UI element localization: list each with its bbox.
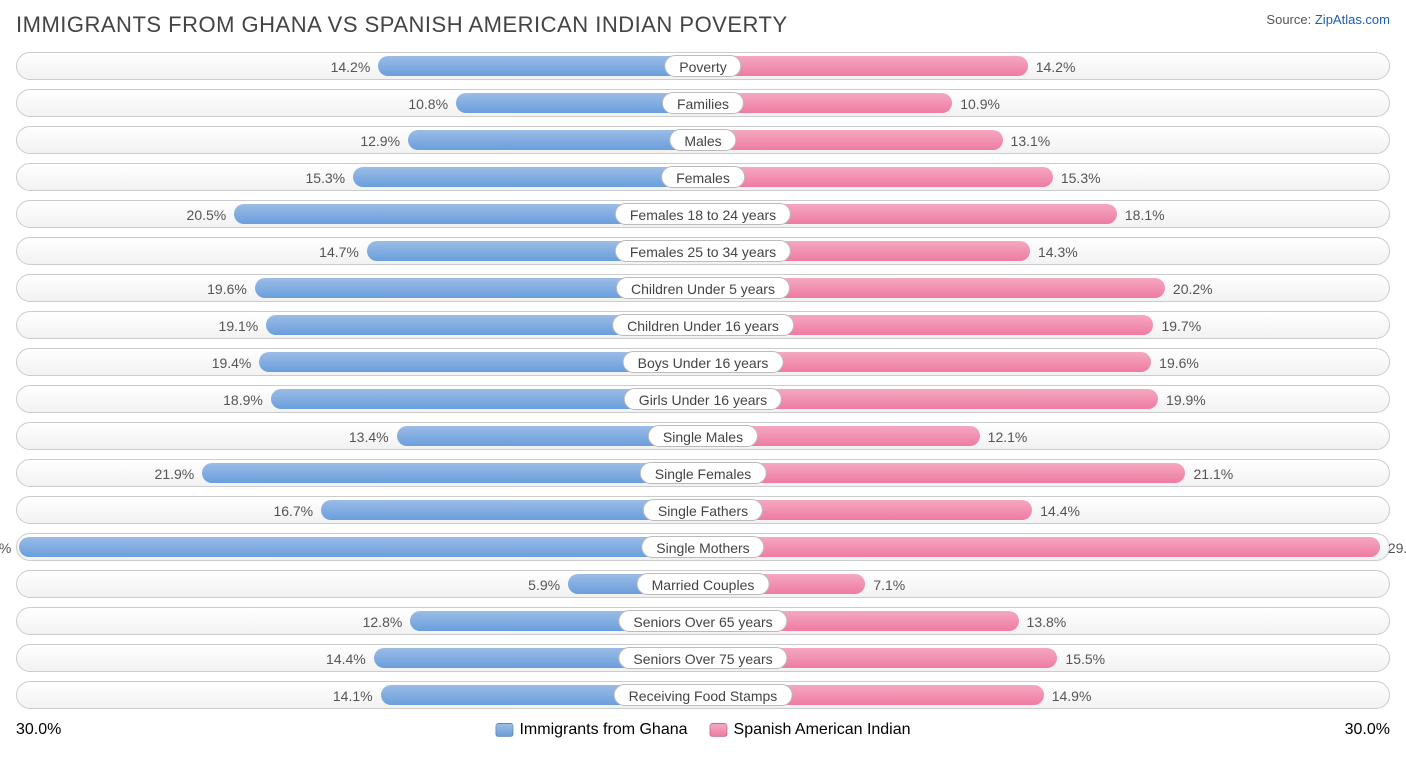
chart-row: 19.6% 20.2% Children Under 5 years: [16, 274, 1390, 302]
value-label-left: 15.3%: [305, 164, 345, 192]
category-label: Males: [669, 129, 736, 151]
value-label-right: 19.7%: [1161, 312, 1201, 340]
chart-row: 15.3% 15.3% Females: [16, 163, 1390, 191]
chart-row: 13.4% 12.1% Single Males: [16, 422, 1390, 450]
value-label-left: 10.8%: [408, 90, 448, 118]
legend: Immigrants from Ghana Spanish American I…: [495, 721, 910, 739]
value-label-right: 19.9%: [1166, 386, 1206, 414]
value-label-right: 12.1%: [988, 423, 1028, 451]
legend-label-left: Immigrants from Ghana: [519, 721, 687, 739]
value-label-left: 29.9%: [0, 534, 11, 562]
value-label-right: 15.5%: [1065, 645, 1105, 673]
category-label: Children Under 5 years: [616, 277, 790, 299]
legend-swatch-left: [495, 723, 513, 737]
legend-label-right: Spanish American Indian: [734, 721, 911, 739]
bar-right: [703, 56, 1028, 76]
axis-max-left: 30.0%: [16, 721, 61, 739]
value-label-left: 21.9%: [155, 460, 195, 488]
category-label: Single Mothers: [641, 536, 764, 558]
category-label: Single Fathers: [643, 499, 763, 521]
value-label-right: 15.3%: [1061, 164, 1101, 192]
value-label-left: 12.8%: [363, 608, 403, 636]
bar-right: [703, 130, 1003, 150]
value-label-left: 12.9%: [360, 127, 400, 155]
value-label-right: 13.1%: [1011, 127, 1051, 155]
chart-row: 12.9% 13.1% Males: [16, 126, 1390, 154]
category-label: Females: [661, 166, 745, 188]
category-label: Families: [662, 92, 744, 114]
value-label-right: 14.2%: [1036, 53, 1076, 81]
value-label-left: 14.4%: [326, 645, 366, 673]
bar-left: [202, 463, 703, 483]
value-label-left: 19.1%: [219, 312, 259, 340]
bar-left: [408, 130, 703, 150]
value-label-left: 19.4%: [212, 349, 252, 377]
value-label-right: 29.6%: [1388, 534, 1406, 562]
category-label: Boys Under 16 years: [623, 351, 784, 373]
legend-swatch-right: [710, 723, 728, 737]
value-label-left: 14.7%: [319, 238, 359, 266]
value-label-left: 20.5%: [187, 201, 227, 229]
chart-row: 12.8% 13.8% Seniors Over 65 years: [16, 607, 1390, 635]
chart-row: 5.9% 7.1% Married Couples: [16, 570, 1390, 598]
value-label-right: 19.6%: [1159, 349, 1199, 377]
category-label: Females 18 to 24 years: [615, 203, 791, 225]
chart-row: 19.4% 19.6% Boys Under 16 years: [16, 348, 1390, 376]
axis-max-right: 30.0%: [1345, 721, 1390, 739]
chart-row: 14.4% 15.5% Seniors Over 75 years: [16, 644, 1390, 672]
category-label: Girls Under 16 years: [624, 388, 782, 410]
value-label-right: 14.9%: [1052, 682, 1092, 710]
value-label-left: 16.7%: [273, 497, 313, 525]
value-label-left: 19.6%: [207, 275, 247, 303]
category-label: Receiving Food Stamps: [614, 684, 793, 706]
chart-row: 29.9%29.6%Single Mothers: [16, 533, 1390, 561]
category-label: Single Males: [648, 425, 758, 447]
category-label: Seniors Over 75 years: [618, 647, 787, 669]
bar-left: [19, 537, 703, 557]
value-label-left: 13.4%: [349, 423, 389, 451]
value-label-left: 14.1%: [333, 682, 373, 710]
value-label-right: 13.8%: [1027, 608, 1067, 636]
category-label: Poverty: [664, 55, 741, 77]
chart-row: 14.1% 14.9% Receiving Food Stamps: [16, 681, 1390, 709]
value-label-left: 14.2%: [331, 53, 371, 81]
value-label-left: 5.9%: [528, 571, 560, 599]
value-label-right: 14.3%: [1038, 238, 1078, 266]
value-label-right: 18.1%: [1125, 201, 1165, 229]
source-attribution: Source: ZipAtlas.com: [1266, 12, 1390, 27]
bar-right: [703, 463, 1185, 483]
category-label: Married Couples: [637, 573, 770, 595]
value-label-right: 14.4%: [1040, 497, 1080, 525]
bar-left: [378, 56, 703, 76]
chart-row: 14.2% 14.2% Poverty: [16, 52, 1390, 80]
value-label-right: 21.1%: [1193, 460, 1233, 488]
diverging-bar-chart: 14.2% 14.2% Poverty 10.8% 10.9% Families 12.9%…: [16, 52, 1390, 709]
category-label: Single Females: [640, 462, 767, 484]
chart-row: 21.9% 21.1% Single Females: [16, 459, 1390, 487]
source-link[interactable]: ZipAtlas.com: [1315, 12, 1390, 27]
source-label: Source:: [1266, 12, 1311, 27]
chart-row: 20.5% 18.1% Females 18 to 24 years: [16, 200, 1390, 228]
value-label-right: 10.9%: [960, 90, 1000, 118]
legend-item-right: Spanish American Indian: [710, 721, 911, 739]
chart-row: 19.1% 19.7% Children Under 16 years: [16, 311, 1390, 339]
chart-row: 16.7% 14.4% Single Fathers: [16, 496, 1390, 524]
value-label-right: 20.2%: [1173, 275, 1213, 303]
legend-item-left: Immigrants from Ghana: [495, 721, 687, 739]
chart-row: 14.7% 14.3% Females 25 to 34 years: [16, 237, 1390, 265]
category-label: Children Under 16 years: [612, 314, 794, 336]
category-label: Seniors Over 65 years: [618, 610, 787, 632]
chart-title: IMMIGRANTS FROM GHANA VS SPANISH AMERICA…: [16, 12, 788, 38]
chart-row: 18.9% 19.9% Girls Under 16 years: [16, 385, 1390, 413]
bar-right: [703, 537, 1380, 557]
value-label-left: 18.9%: [223, 386, 263, 414]
bar-right: [703, 167, 1053, 187]
chart-row: 10.8% 10.9% Families: [16, 89, 1390, 117]
value-label-right: 7.1%: [873, 571, 905, 599]
category-label: Females 25 to 34 years: [615, 240, 791, 262]
bar-left: [353, 167, 703, 187]
